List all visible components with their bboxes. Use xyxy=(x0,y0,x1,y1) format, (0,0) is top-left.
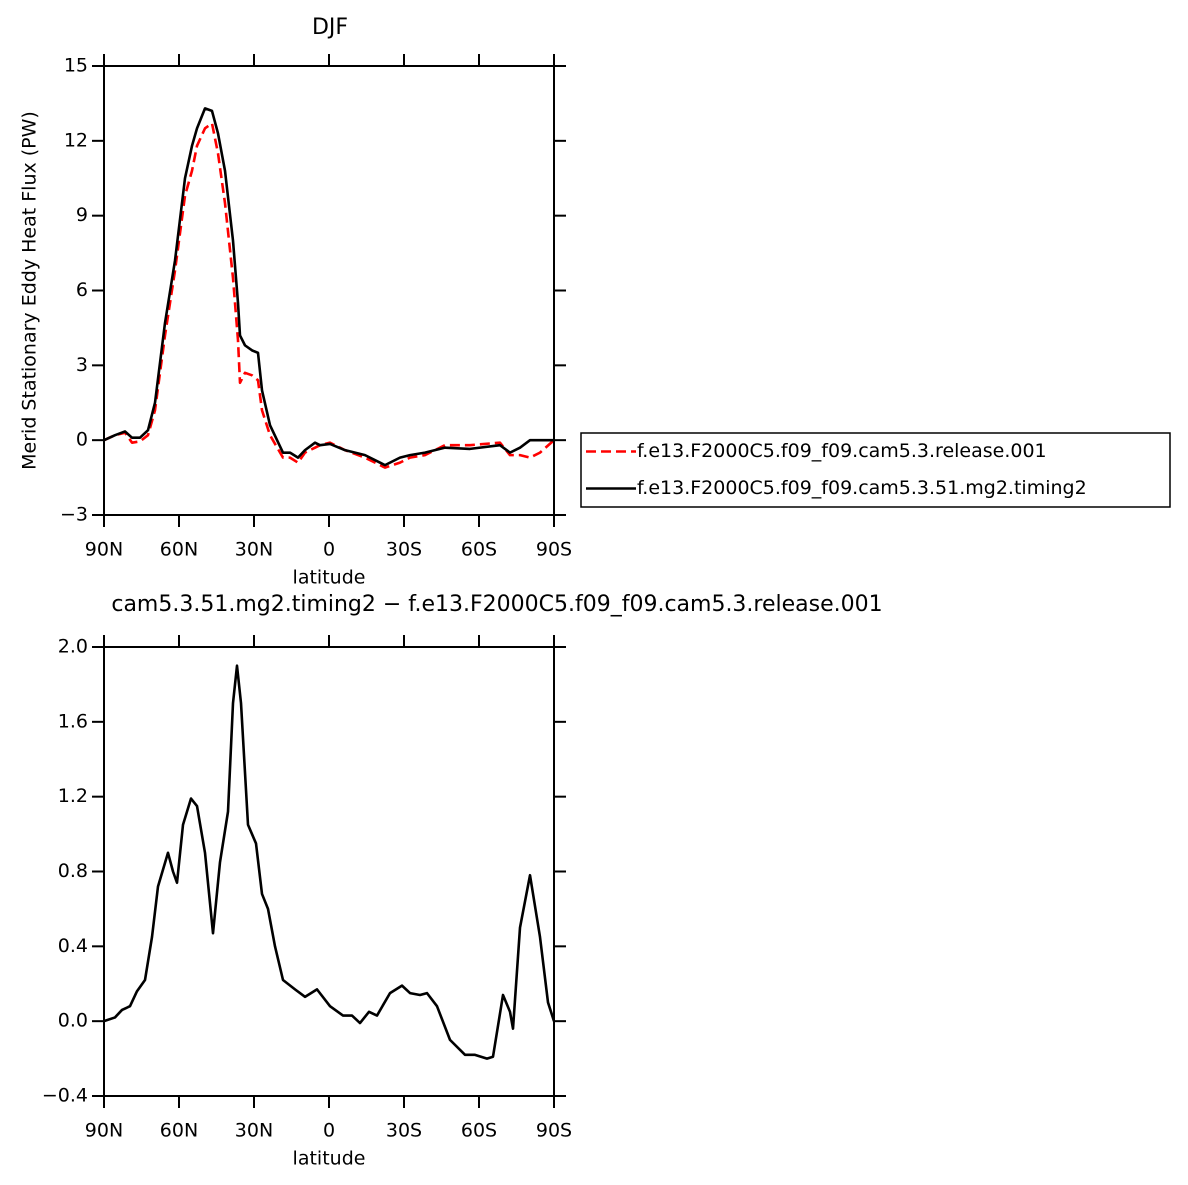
y-axis-label: Merid Stationary Eddy Heat Flux (PW) xyxy=(19,111,41,470)
chart-title: DJF xyxy=(312,15,348,40)
y-tick-label: −3 xyxy=(60,504,88,526)
y-tick-label: 1.6 xyxy=(58,710,88,732)
data-line xyxy=(103,122,555,469)
y-tick-label: 3 xyxy=(76,354,88,376)
y-tick-label: 6 xyxy=(76,279,88,301)
y-tick-label: 0.4 xyxy=(58,935,88,957)
data-line xyxy=(103,107,554,467)
x-tick-label: 60N xyxy=(160,1120,198,1142)
chart-title: cam5.3.51.mg2.timing2 − f.e13.F2000C5.f0… xyxy=(111,592,882,617)
x-tick-label: 30N xyxy=(235,539,273,561)
y-tick-label: 0.0 xyxy=(58,1010,88,1032)
x-tick-label: 90N xyxy=(85,1120,123,1142)
data-line xyxy=(103,664,556,1060)
x-tick-label: 30S xyxy=(386,539,422,561)
y-axis-label: Merid Stationary Eddy Heat Flux (PW) xyxy=(19,692,41,1051)
y-tick-label: 15 xyxy=(64,55,88,77)
y-tick-label: 0.8 xyxy=(58,860,88,882)
y-tick-label: −0.4 xyxy=(42,1085,88,1107)
x-tick-label: 30N xyxy=(235,1120,273,1142)
y-tick-label: 9 xyxy=(76,204,88,226)
y-tick-label: 1.2 xyxy=(58,785,88,807)
x-tick-label: 90N xyxy=(85,539,123,561)
x-tick-label: 0 xyxy=(323,539,335,561)
x-tick-label: 0 xyxy=(323,1120,335,1142)
x-axis-label: latitude xyxy=(293,567,366,589)
legend-box xyxy=(580,432,1171,508)
x-tick-label: 30S xyxy=(386,1120,422,1142)
y-tick-label: 0 xyxy=(76,429,88,451)
plot-frame xyxy=(103,646,555,1097)
x-tick-label: 60S xyxy=(461,539,497,561)
y-tick-label: 2.0 xyxy=(58,636,88,658)
x-axis-label: latitude xyxy=(293,1148,366,1170)
plot-frame xyxy=(103,65,555,516)
x-tick-label: 90S xyxy=(536,539,572,561)
x-tick-label: 60S xyxy=(461,1120,497,1142)
legend-label: f.e13.F2000C5.f09_f09.cam5.3.release.001 xyxy=(637,440,1047,462)
legend-label: f.e13.F2000C5.f09_f09.cam5.3.51.mg2.timi… xyxy=(637,477,1087,499)
x-tick-label: 90S xyxy=(536,1120,572,1142)
y-tick-label: 12 xyxy=(64,129,88,151)
x-tick-label: 60N xyxy=(160,539,198,561)
